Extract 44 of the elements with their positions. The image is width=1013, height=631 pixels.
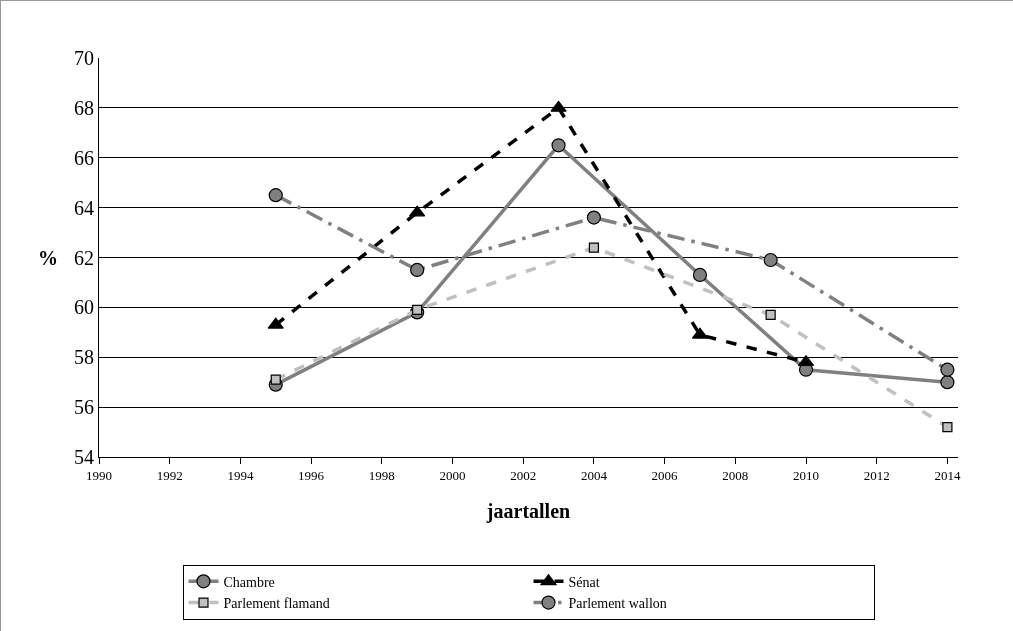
y-tick-label: 54 xyxy=(74,446,94,468)
point xyxy=(763,252,778,268)
y-tick-label: 70 xyxy=(74,47,94,69)
point xyxy=(765,309,776,320)
point xyxy=(940,375,955,390)
x-tick-label: 2014 xyxy=(934,467,961,483)
point xyxy=(551,138,566,153)
x-tick-label: 1992 xyxy=(156,467,183,483)
x-tick-label: 2008 xyxy=(722,467,749,483)
legend-label: Parlement flamand xyxy=(223,595,330,611)
point xyxy=(267,317,284,329)
point xyxy=(940,362,955,377)
x-tick-label: 1998 xyxy=(368,467,395,483)
point xyxy=(586,210,601,225)
y-tick-label: 64 xyxy=(74,196,94,219)
y-tick-label: 56 xyxy=(74,396,94,419)
x-tick-label: 2002 xyxy=(510,467,537,483)
x-tick-label: 2012 xyxy=(863,467,890,483)
y-tick-label: 58 xyxy=(74,346,94,369)
y-tick-label: 66 xyxy=(74,146,94,169)
point xyxy=(270,374,281,385)
legend-label: Sénat xyxy=(568,574,600,590)
x-tick-label: 1990 xyxy=(86,467,112,483)
point xyxy=(268,188,283,203)
x-tick-label: 1996 xyxy=(298,467,325,483)
point xyxy=(412,304,423,315)
point xyxy=(409,205,426,217)
point xyxy=(942,421,953,433)
point xyxy=(588,242,599,253)
x-tick-label: 1994 xyxy=(227,467,254,483)
point xyxy=(550,100,567,112)
x-tick-label: 2010 xyxy=(793,467,819,483)
point xyxy=(410,262,425,278)
legend-label: Parlement wallon xyxy=(568,595,667,611)
x-tick-label: 2006 xyxy=(651,467,679,483)
x-axis-title: jaartallen xyxy=(485,500,571,524)
y-tick-label: 68 xyxy=(74,96,94,119)
point xyxy=(692,267,708,283)
x-tick-label: 2000 xyxy=(439,467,466,483)
y-axis-title: % xyxy=(38,247,58,269)
y-tick-label: 62 xyxy=(74,246,94,269)
legend-label: Chambre xyxy=(223,574,275,590)
x-tick-label: 2004 xyxy=(580,467,608,483)
y-tick-label: 60 xyxy=(74,296,94,319)
